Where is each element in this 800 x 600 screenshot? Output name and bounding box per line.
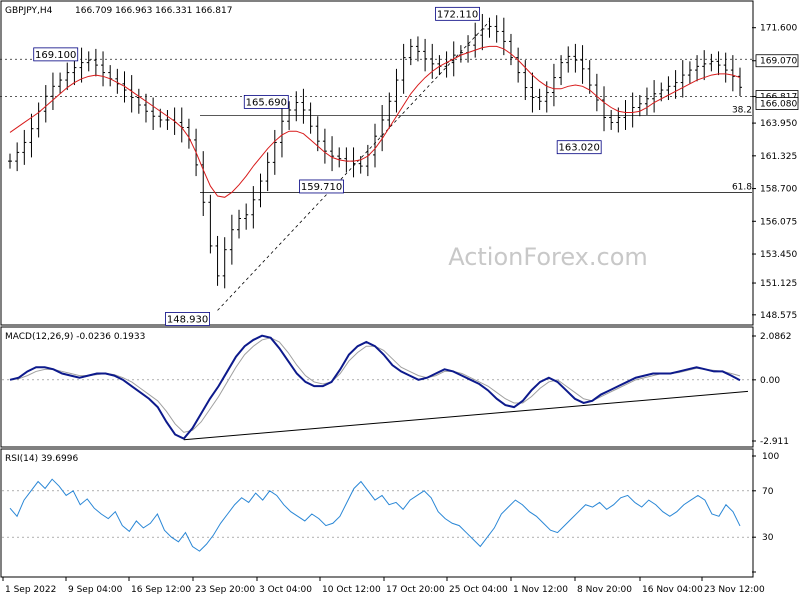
current-price-box	[755, 54, 799, 68]
rsi-tick-label: 100	[762, 452, 779, 462]
price-tick-label: 156.075	[760, 217, 797, 227]
time-tick-label: 8 Nov 20:00	[577, 585, 632, 595]
price-annotation-box	[243, 94, 289, 109]
price-bars	[8, 13, 742, 289]
price-tick-label: 163.950	[760, 119, 797, 129]
time-tick-label: 10 Oct 12:00	[322, 585, 381, 595]
price-header-ohlc: 166.709 166.963 166.331 166.817	[75, 6, 232, 16]
price-annotation-label: 165.690	[246, 97, 287, 108]
price-tick-label: 171.600	[760, 24, 797, 34]
price-annotation-label: 159.710	[301, 182, 342, 193]
fib-level-label: 61.8	[732, 182, 752, 192]
moving-average-line	[9, 45, 741, 198]
time-tick-label: 23 Nov 12:00	[704, 585, 765, 595]
price-panel	[0, 0, 754, 326]
macd-axis: 2.0862 0.00 -2.911	[752, 332, 792, 447]
time-tick-label: 17 Oct 20:00	[386, 585, 445, 595]
price-annotation-label: 172.110	[437, 9, 478, 20]
price-tick-label: 153.450	[760, 250, 797, 260]
time-tick-label: 25 Oct 04:00	[449, 585, 508, 595]
rsi-panel	[0, 448, 754, 578]
time-tick-label: 9 Sep 04:00	[68, 585, 123, 595]
price-annotation-label: 169.100	[35, 50, 76, 61]
macd-line	[9, 334, 741, 440]
rsi-title: RSI(14) 39.6996	[5, 454, 78, 464]
macd-lines	[2, 334, 752, 441]
rsi-lines	[2, 478, 752, 552]
rsi-line	[9, 478, 741, 552]
price-annotation-label: 163.020	[558, 143, 599, 154]
price-annotation-box	[33, 47, 79, 62]
price-annotation-label: 148.930	[167, 314, 208, 325]
price-tick-label: 158.700	[760, 185, 797, 195]
current-price-box	[755, 97, 799, 110]
current-price-label: 166.080	[760, 100, 797, 110]
time-tick-label: 16 Nov 04:00	[642, 585, 703, 595]
macd-panel	[0, 326, 754, 448]
time-tick-label: 1 Nov 12:00	[513, 585, 568, 595]
price-annotation-box	[165, 312, 210, 326]
rsi-tick-label: 30	[762, 533, 774, 543]
time-tick-label: 23 Sep 20:00	[195, 585, 255, 595]
price-annotations: 169.100 172.110 165.690 159.710 148.930 163.0…	[33, 6, 602, 326]
time-tick-label: 16 Sep 12:00	[131, 585, 191, 595]
price-tick-label: 161.325	[760, 152, 797, 162]
price-levels: 38.2 61.8	[0, 21, 752, 311]
price-annotation-box	[556, 140, 602, 155]
time-axis: 1 Sep 2022 9 Sep 04:00 16 Sep 12:00 23 Sep …	[2, 577, 765, 595]
price-axis: 171.600169.070166.817163.950161.325158.7…	[752, 24, 799, 321]
macd-tick-label: -2.911	[760, 437, 789, 447]
price-annotation-box	[299, 179, 344, 194]
time-tick-label: 3 Oct 04:00	[259, 585, 312, 595]
rsi-axis: 100 70 30	[752, 452, 779, 573]
price-tick-label: 169.070	[760, 57, 797, 67]
price-tick-label: 148.575	[760, 311, 797, 321]
watermark: ActionForex.com	[448, 243, 648, 271]
macd-trend-line	[183, 390, 749, 441]
price-tick-label: 151.125	[760, 279, 797, 289]
price-annotation-box	[435, 6, 480, 21]
macd-tick-label: 0.00	[760, 376, 780, 386]
time-tick-label: 1 Sep 2022	[5, 585, 56, 595]
macd-title: MACD(12,26,9) -0.0236 0.1933	[5, 332, 145, 342]
moving-average-path	[9, 45, 741, 198]
rsi-tick-label: 70	[762, 487, 774, 497]
macd-tick-label: 2.0862	[760, 332, 792, 342]
price-header-symbol: GBPJPY,H4	[5, 6, 53, 16]
fib-level-label: 38.2	[732, 106, 752, 116]
